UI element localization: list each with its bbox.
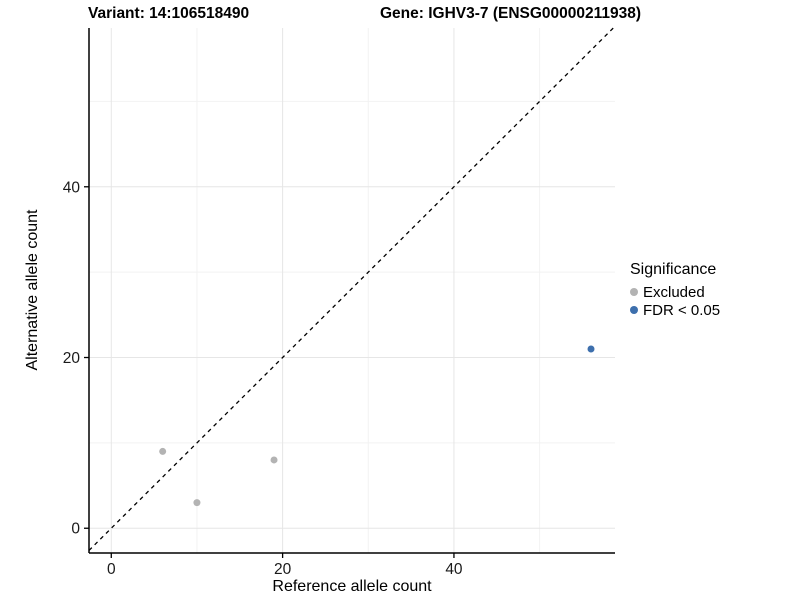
excluded-dot-icon [630,288,638,296]
legend-item-fdr: FDR < 0.05 [630,301,720,319]
data-point [587,345,595,353]
legend-label-fdr: FDR < 0.05 [643,301,721,319]
legend-label-excluded: Excluded [643,283,705,301]
y-tick-label: 0 [71,521,80,538]
identity-dashed-line [88,27,614,551]
y-axis-title: Alternative allele count [24,209,41,371]
legend: Significance Excluded FDR < 0.05 [630,261,720,319]
x-axis-title: Reference allele count [272,578,432,595]
data-point [270,456,278,464]
data-point [159,447,167,455]
x-tick-label: 0 [107,561,116,578]
data-point [193,499,201,507]
fdr-dot-icon [630,306,638,314]
y-tick-label: 20 [63,350,81,367]
legend-title: Significance [630,261,717,278]
gene-title: Gene: IGHV3-7 (ENSG00000211938) [380,5,642,22]
y-tick-label: 40 [63,179,81,196]
x-tick-label: 20 [274,561,292,578]
variant-title: Variant: 14:106518490 [88,5,250,22]
legend-item-excluded: Excluded [630,283,720,301]
x-tick-label: 40 [445,561,463,578]
